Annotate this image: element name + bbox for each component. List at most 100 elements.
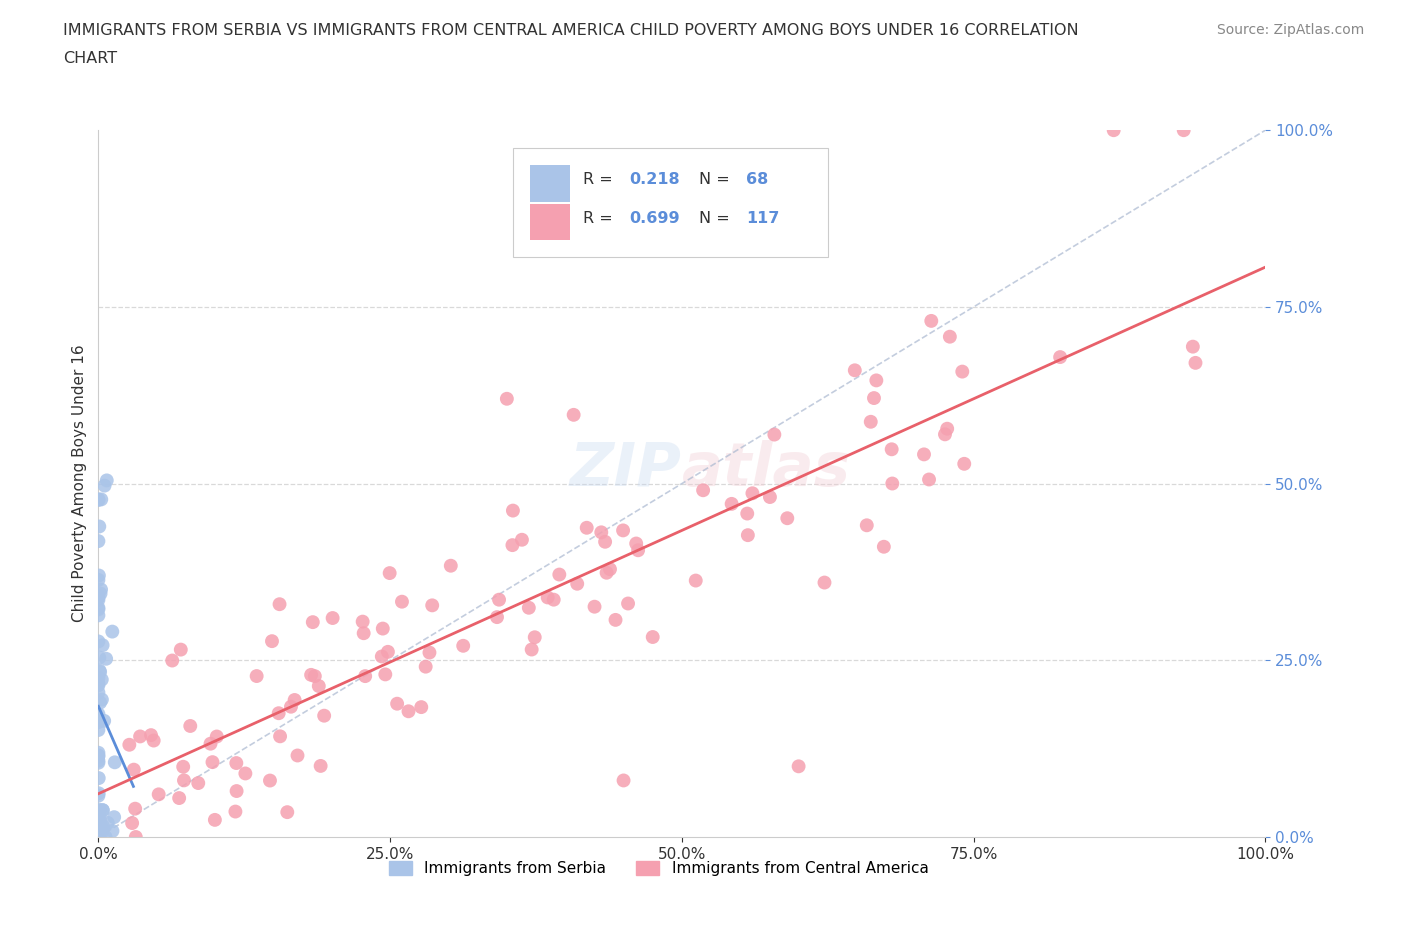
Point — [170, 642, 193, 657]
Point — [87, 573, 110, 588]
Point — [93, 478, 115, 493]
Point — [374, 667, 396, 682]
Point — [865, 373, 887, 388]
Point — [89, 665, 111, 680]
Point — [179, 719, 201, 734]
Point — [122, 763, 145, 777]
Point — [934, 427, 956, 442]
Point — [87, 723, 110, 737]
Point — [378, 565, 401, 580]
Point — [200, 737, 222, 751]
Point — [371, 621, 394, 636]
Point — [1184, 355, 1206, 370]
Text: R =: R = — [582, 172, 617, 187]
Point — [859, 415, 882, 430]
Point — [1181, 339, 1204, 354]
Point — [89, 650, 111, 665]
Point — [287, 748, 309, 763]
Legend: Immigrants from Serbia, Immigrants from Central America: Immigrants from Serbia, Immigrants from … — [382, 855, 935, 883]
Point — [575, 520, 598, 535]
Point — [301, 615, 323, 630]
Point — [759, 489, 782, 504]
Point — [224, 804, 246, 819]
Point — [488, 592, 510, 607]
Point — [322, 611, 344, 626]
Point — [187, 776, 209, 790]
Point — [87, 707, 110, 722]
Point — [276, 804, 298, 819]
Point — [605, 613, 627, 628]
Point — [912, 447, 935, 462]
Point — [101, 823, 124, 838]
Point — [87, 493, 110, 508]
Text: Source: ZipAtlas.com: Source: ZipAtlas.com — [1216, 23, 1364, 37]
Point — [87, 812, 110, 827]
Point — [125, 830, 148, 844]
Point — [304, 669, 326, 684]
Point — [87, 568, 110, 583]
Point — [950, 365, 973, 379]
Point — [813, 575, 835, 590]
Point — [96, 473, 118, 488]
Point — [89, 519, 111, 534]
Point — [87, 592, 110, 607]
Point — [87, 678, 110, 693]
Point — [267, 706, 290, 721]
Point — [142, 733, 165, 748]
Point — [172, 759, 194, 774]
Text: 68: 68 — [747, 172, 768, 187]
Point — [591, 525, 613, 539]
Point — [160, 653, 183, 668]
Point — [624, 536, 647, 551]
Point — [485, 610, 508, 625]
Point — [148, 787, 170, 802]
Point — [411, 699, 433, 714]
FancyBboxPatch shape — [513, 148, 828, 258]
Point — [523, 630, 546, 644]
Point — [87, 827, 110, 842]
Point — [87, 826, 110, 841]
Point — [920, 313, 942, 328]
Point — [87, 807, 110, 822]
Point — [613, 773, 636, 788]
Point — [225, 784, 247, 799]
Text: N =: N = — [699, 172, 735, 187]
Text: 0.699: 0.699 — [630, 211, 681, 226]
Point — [260, 633, 283, 648]
Point — [776, 511, 799, 525]
Point — [737, 527, 759, 542]
Point — [87, 821, 110, 836]
Text: ZIP: ZIP — [569, 440, 682, 499]
Point — [225, 755, 247, 770]
Point — [235, 766, 257, 781]
Point — [87, 749, 110, 764]
Point — [720, 497, 742, 512]
Point — [90, 692, 112, 707]
Point — [418, 645, 440, 660]
Point — [873, 539, 896, 554]
Point — [91, 803, 114, 817]
Point — [299, 668, 322, 683]
Point — [599, 562, 621, 577]
Point — [103, 810, 125, 825]
Point — [735, 506, 758, 521]
Point — [94, 651, 117, 666]
Point — [1173, 123, 1195, 138]
Point — [420, 598, 443, 613]
Point — [385, 697, 408, 711]
Point — [87, 755, 110, 770]
Point — [87, 753, 110, 768]
Point — [593, 535, 616, 550]
Text: atlas: atlas — [682, 440, 851, 499]
Point — [87, 685, 110, 700]
Point — [89, 826, 111, 841]
Point — [353, 626, 375, 641]
Point — [87, 745, 110, 760]
Point — [280, 699, 302, 714]
Point — [309, 759, 332, 774]
Point — [129, 729, 152, 744]
Text: 117: 117 — [747, 211, 779, 226]
Point — [880, 442, 903, 457]
Point — [259, 773, 281, 788]
Point — [451, 638, 474, 653]
